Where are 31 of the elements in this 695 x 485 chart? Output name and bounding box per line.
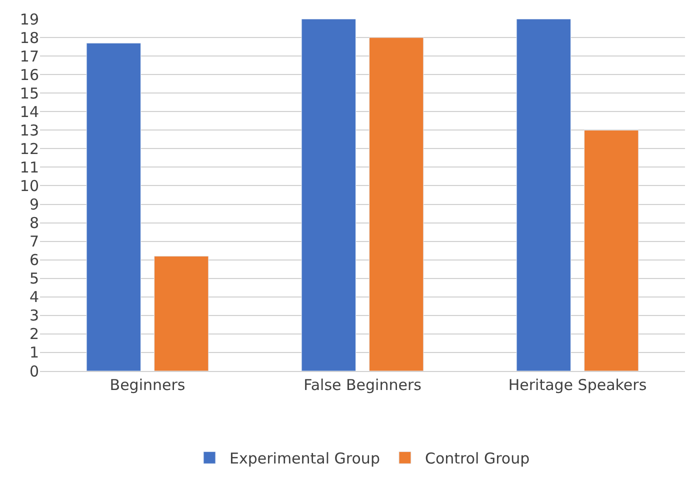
y-tick-label: 8	[29, 214, 39, 232]
y-tick-label: 1	[29, 344, 39, 362]
y-tick-label: 17	[20, 47, 39, 66]
y-tick-label: 19	[20, 10, 39, 28]
legend-label: Control Group	[424, 450, 530, 468]
y-tick-label: 16	[20, 66, 39, 84]
y-tick-label: 9	[29, 196, 39, 214]
y-tick-label: 0	[29, 362, 39, 380]
y-tick-label: 12	[20, 140, 39, 158]
y-tick-label: 5	[29, 270, 39, 288]
y-tick-label: 4	[29, 288, 39, 306]
y-tick-label: 18	[20, 28, 39, 47]
x-tick-label: Heritage Speakers	[508, 376, 647, 394]
x-tick-label: False Beginners	[304, 376, 422, 394]
bar	[584, 130, 639, 371]
legend-label: Experimental Group	[230, 450, 380, 468]
x-tick-label: Beginners	[110, 376, 186, 394]
bar	[301, 19, 356, 371]
bar	[86, 42, 141, 371]
y-tick-label: 14	[20, 102, 39, 121]
y-tick-label: 6	[29, 251, 39, 270]
bar	[369, 37, 424, 371]
y-tick-label: 7	[29, 232, 39, 251]
y-tick-label: 13	[20, 121, 39, 140]
y-tick-label: 11	[20, 158, 39, 176]
bar	[154, 256, 209, 371]
y-tick-label: 15	[20, 84, 39, 102]
y-tick-label: 3	[29, 306, 39, 325]
y-tick-label: 2	[29, 325, 39, 344]
bar	[516, 19, 571, 371]
y-tick-label: 10	[20, 176, 39, 195]
